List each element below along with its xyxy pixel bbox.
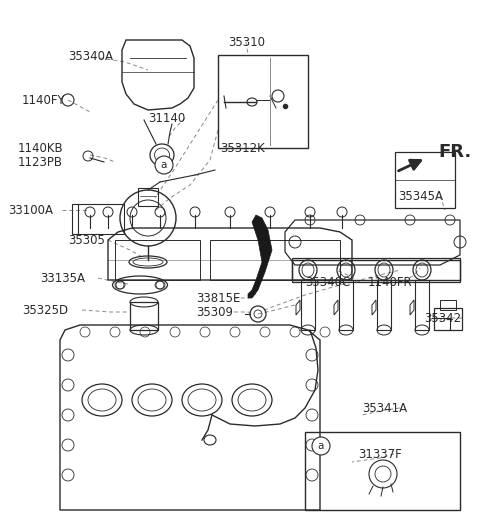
Bar <box>138 188 158 206</box>
Bar <box>339 280 353 330</box>
Text: 35342: 35342 <box>424 311 461 325</box>
Bar <box>415 280 429 330</box>
Text: 1140FY: 1140FY <box>22 93 66 106</box>
Circle shape <box>312 437 330 455</box>
Bar <box>434 308 462 330</box>
Text: 33100A: 33100A <box>8 203 53 217</box>
Text: 35312K: 35312K <box>220 142 265 154</box>
Text: 31140: 31140 <box>148 112 185 124</box>
Circle shape <box>155 156 173 174</box>
Text: 35309: 35309 <box>196 306 233 318</box>
Bar <box>440 300 456 310</box>
Bar <box>292 260 460 280</box>
Polygon shape <box>248 215 272 298</box>
Bar <box>377 280 391 330</box>
Bar <box>130 302 158 330</box>
Bar <box>301 280 315 330</box>
Text: 33815E: 33815E <box>196 291 240 305</box>
Text: 35340A: 35340A <box>68 50 113 63</box>
Bar <box>72 204 124 234</box>
Text: 1140KB: 1140KB <box>18 142 64 154</box>
Text: 33135A: 33135A <box>40 271 85 285</box>
Text: 31337F: 31337F <box>358 447 402 461</box>
Text: 1140FR: 1140FR <box>368 276 413 288</box>
Text: 35325D: 35325D <box>22 304 68 317</box>
Text: a: a <box>318 441 324 451</box>
Bar <box>305 432 460 510</box>
Text: 35340C: 35340C <box>305 276 350 288</box>
Text: FR.: FR. <box>438 143 471 161</box>
Text: a: a <box>161 160 167 170</box>
Text: 35345A: 35345A <box>398 190 443 202</box>
Text: 35310: 35310 <box>228 35 265 48</box>
Text: 35341A: 35341A <box>362 402 407 415</box>
Bar <box>218 55 308 148</box>
Text: 35305: 35305 <box>68 233 105 247</box>
Text: 1123PB: 1123PB <box>18 155 63 169</box>
